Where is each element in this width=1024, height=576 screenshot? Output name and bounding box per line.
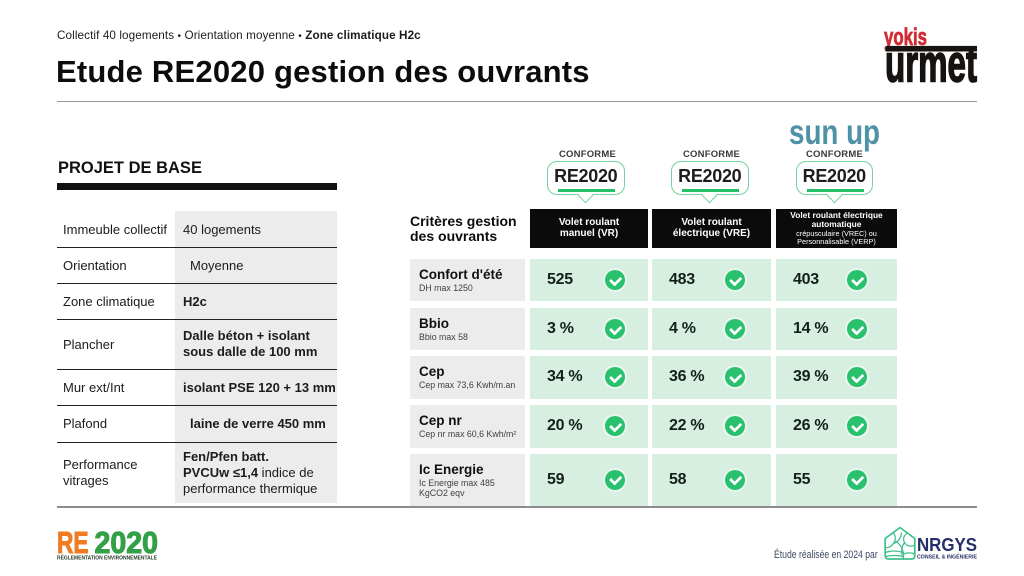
svg-text:urmet: urmet	[885, 34, 977, 85]
svg-text:RE: RE	[57, 525, 89, 560]
svg-text:2020: 2020	[95, 525, 159, 560]
svg-text:RÉGLEMENTATION ENVIRONNEMENTAL: RÉGLEMENTATION ENVIRONNEMENTALE	[57, 554, 158, 562]
svg-text:CONSEIL & INGÉNIERIE: CONSEIL & INGÉNIERIE	[917, 553, 978, 560]
svg-text:sun up: sun up	[789, 113, 880, 152]
svg-text:NRGYS: NRGYS	[917, 535, 977, 555]
